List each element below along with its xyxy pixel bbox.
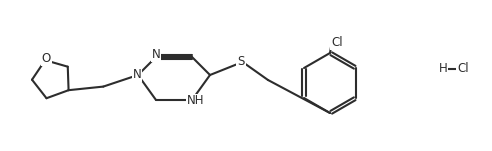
Text: N: N [152, 48, 160, 61]
Text: H: H [439, 63, 447, 76]
Text: O: O [41, 52, 51, 65]
Text: S: S [237, 56, 245, 69]
Text: Cl: Cl [331, 37, 343, 50]
Text: Cl: Cl [457, 63, 469, 76]
Text: N: N [133, 69, 141, 82]
Text: NH: NH [187, 95, 205, 108]
